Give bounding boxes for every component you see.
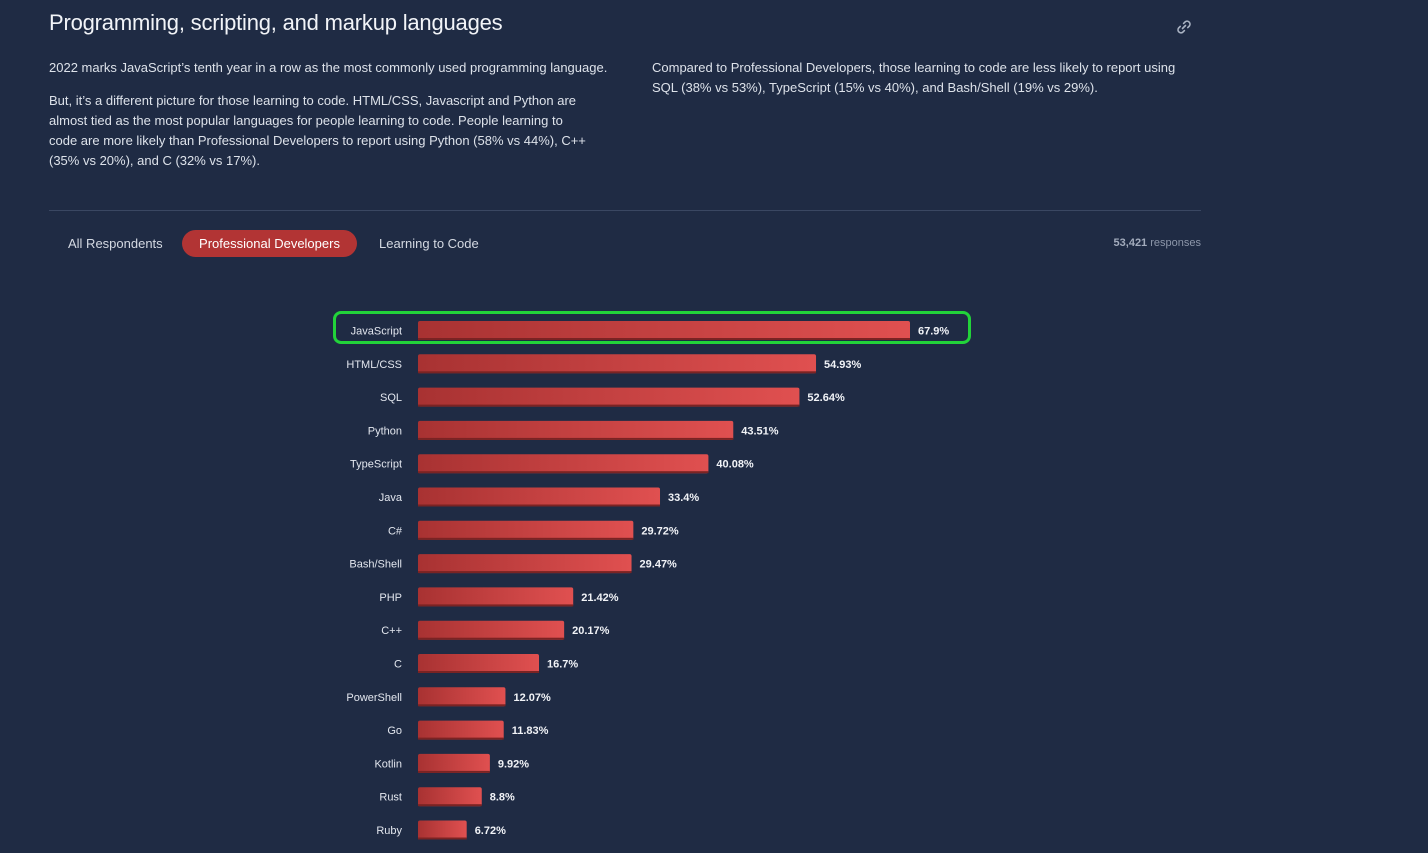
bar-label-php: PHP: [379, 592, 402, 604]
responses-number: 53,421: [1113, 237, 1148, 249]
bar-label-go: Go: [387, 725, 402, 737]
bar-label-c: C: [394, 659, 402, 671]
bar-javascript[interactable]: [418, 321, 910, 340]
bar-php[interactable]: [418, 587, 574, 607]
bar-java[interactable]: [418, 487, 661, 507]
bar-shadow: [418, 504, 661, 507]
bar-value-php: 21.42%: [581, 592, 619, 604]
bar-value-ruby: 6.72%: [475, 825, 506, 837]
bar-shadow: [418, 804, 482, 807]
intro-paragraph: 2022 marks JavaScript’s tenth year in a …: [49, 60, 608, 75]
bar-value-c-: 29.72%: [641, 525, 679, 537]
bar-shadow: [418, 338, 910, 340]
bar-shadow: [418, 637, 565, 640]
link-icon[interactable]: [1175, 18, 1193, 36]
bar-value-python: 43.51%: [741, 425, 779, 437]
bar-typescript[interactable]: [418, 454, 709, 474]
bar-kotlin[interactable]: [418, 753, 490, 773]
bar-powershell[interactable]: [418, 687, 506, 707]
bar-value-go: 11.83%: [512, 725, 549, 737]
bar-shadow: [418, 371, 817, 374]
bar-label-javascript: JavaScript: [351, 326, 402, 338]
tab-professional-developers[interactable]: Professional Developers: [182, 230, 357, 257]
tab-all-respondents[interactable]: All Respondents: [68, 236, 163, 251]
bar-value-typescript: 40.08%: [716, 459, 754, 471]
bar-shadow: [418, 770, 490, 773]
bar-label-java: Java: [379, 492, 403, 504]
bar-bash-shell[interactable]: [418, 554, 632, 574]
bar-label-python: Python: [368, 425, 402, 437]
bar-value-html-css: 54.93%: [824, 359, 862, 371]
bar-html-css[interactable]: [418, 354, 817, 374]
bar-c-[interactable]: [418, 520, 634, 540]
bar-shadow: [418, 404, 800, 407]
bar-c[interactable]: [418, 654, 540, 673]
bar-shadow: [418, 437, 734, 440]
bar-shadow: [418, 671, 540, 673]
responses-count: 53,421 responses: [1114, 237, 1201, 249]
bar-value-javascript: 67.9%: [918, 326, 949, 338]
bar-shadow: [418, 837, 467, 840]
bar-shadow: [418, 737, 504, 740]
section-title: Programming, scripting, and markup langu…: [49, 10, 503, 35]
bar-label-bash-shell: Bash/Shell: [349, 559, 402, 571]
comparison-paragraph: Compared to Professional Developers, tho…: [652, 60, 1176, 95]
tab-learning-to-code[interactable]: Learning to Code: [379, 236, 479, 251]
bar-shadow: [418, 471, 709, 474]
bar-shadow: [418, 537, 634, 540]
bar-value-c-: 20.17%: [572, 625, 610, 637]
bar-label-rust: Rust: [379, 792, 402, 804]
bar-label-kotlin: Kotlin: [374, 758, 402, 770]
learning-paragraph: But, it’s a different picture for those …: [49, 93, 586, 168]
bar-label-sql: SQL: [380, 392, 402, 404]
bar-label-typescript: TypeScript: [350, 459, 402, 471]
bar-shadow: [418, 604, 574, 607]
bar-ruby[interactable]: [418, 820, 467, 840]
bar-label-ruby: Ruby: [376, 825, 402, 837]
bar-rust[interactable]: [418, 787, 482, 807]
bar-sql[interactable]: [418, 387, 800, 407]
section-divider: [49, 210, 1201, 211]
bar-label-c-: C#: [388, 525, 403, 537]
bar-shadow: [418, 704, 506, 707]
bar-value-java: 33.4%: [668, 492, 699, 504]
bar-c-[interactable]: [418, 620, 565, 640]
bar-label-c-: C++: [381, 625, 402, 637]
bar-python[interactable]: [418, 420, 734, 440]
responses-label: responses: [1147, 237, 1201, 249]
bar-value-rust: 8.8%: [490, 792, 515, 804]
bar-label-powershell: PowerShell: [346, 692, 402, 704]
bar-shadow: [418, 571, 632, 574]
bar-go[interactable]: [418, 720, 504, 740]
bar-value-c: 16.7%: [547, 659, 578, 671]
bar-value-kotlin: 9.92%: [498, 758, 529, 770]
bar-value-bash-shell: 29.47%: [640, 559, 678, 571]
bar-value-sql: 52.64%: [807, 392, 845, 404]
bar-label-html-css: HTML/CSS: [346, 359, 402, 371]
bar-value-powershell: 12.07%: [513, 692, 551, 704]
